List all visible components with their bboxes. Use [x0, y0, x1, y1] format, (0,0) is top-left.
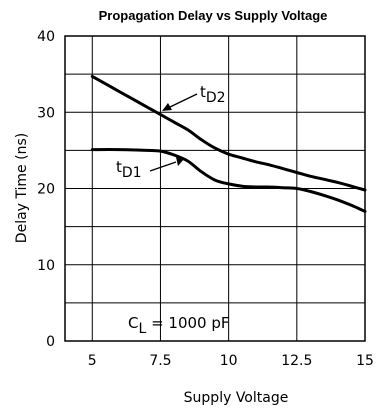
y-axis-label: Delay Time (ns) — [14, 133, 30, 243]
annotation-rest: = 1000 pF — [146, 314, 229, 332]
annotation-sub: L — [138, 321, 146, 337]
chart-title: Propagation Delay vs Supply Voltage — [99, 8, 328, 23]
grid-lines — [65, 36, 365, 341]
x-tick-label: 15 — [356, 353, 374, 369]
svg-text:tD1: tD1 — [116, 158, 142, 181]
annotation-main: C — [128, 314, 138, 332]
y-tick-label: 10 — [37, 258, 55, 274]
series-label-td2: tD2 — [162, 83, 226, 111]
series-line-td2 — [90, 74, 367, 192]
x-tick-label: 5 — [88, 353, 97, 369]
tick-labels: 5 7.5 10 12.5 15 0 10 20 30 40 — [37, 29, 374, 369]
x-tick-label: 10 — [220, 353, 238, 369]
x-axis-label: Supply Voltage — [184, 390, 289, 406]
td1-label-arrow — [149, 161, 177, 172]
td2-label-arrowhead — [162, 103, 172, 111]
y-tick-label: 40 — [37, 29, 55, 45]
x-tick-label: 7.5 — [149, 353, 171, 369]
x-tick-label: 12.5 — [281, 353, 312, 369]
y-tick-label: 20 — [37, 182, 55, 198]
td2-label-main: t — [200, 83, 206, 101]
series-line-td1 — [90, 148, 367, 213]
y-tick-label: 30 — [37, 105, 55, 121]
td1-label-sub: D1 — [122, 165, 142, 181]
load-capacitance-annotation: CL = 1000 pF — [128, 314, 230, 337]
series-layer — [90, 74, 367, 213]
td1-label-main: t — [116, 158, 122, 176]
series-label-td1: tD1 — [116, 157, 184, 181]
y-tick-label: 0 — [46, 334, 55, 350]
svg-text:tD2: tD2 — [200, 83, 226, 106]
td2-label-arrow — [169, 93, 198, 108]
td1-label-arrowhead — [176, 157, 184, 166]
td2-label-sub: D2 — [206, 90, 226, 106]
